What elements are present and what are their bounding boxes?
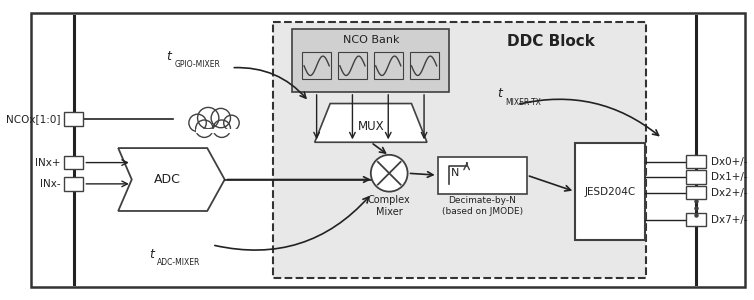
Text: Dx0+/-: Dx0+/-	[710, 157, 747, 166]
Polygon shape	[118, 148, 225, 211]
Text: INx-: INx-	[39, 179, 60, 189]
Text: NCO Bank: NCO Bank	[342, 35, 399, 45]
Circle shape	[188, 114, 207, 132]
Bar	[302, 52, 331, 79]
Circle shape	[198, 107, 219, 129]
Bar	[575, 143, 645, 240]
Circle shape	[371, 155, 408, 192]
Text: Dx1+/-: Dx1+/-	[710, 172, 747, 182]
Bar	[374, 52, 403, 79]
Circle shape	[195, 120, 213, 137]
Circle shape	[211, 108, 231, 128]
Bar	[293, 29, 449, 92]
Bar	[64, 112, 84, 126]
Bar	[437, 157, 526, 194]
Text: N: N	[451, 168, 459, 178]
Bar	[273, 22, 645, 278]
Text: Complex
Mixer: Complex Mixer	[368, 196, 411, 217]
Bar	[686, 170, 706, 184]
Text: MIXER-TX: MIXER-TX	[505, 98, 541, 107]
Text: GPIO-MIXER: GPIO-MIXER	[174, 60, 220, 69]
Circle shape	[213, 120, 231, 137]
Text: MUX: MUX	[357, 120, 384, 133]
Bar	[64, 177, 84, 191]
Bar	[686, 155, 706, 168]
Bar	[409, 52, 439, 79]
Bar	[686, 186, 706, 200]
Text: t: t	[167, 50, 171, 63]
Polygon shape	[314, 103, 427, 142]
Text: t: t	[498, 87, 502, 101]
Text: ADC: ADC	[154, 173, 181, 186]
Text: ADC-MIXER: ADC-MIXER	[157, 258, 201, 267]
Text: INx+: INx+	[35, 158, 60, 168]
Text: Dx2+/-: Dx2+/-	[710, 188, 747, 198]
Text: DDC Block: DDC Block	[507, 34, 595, 49]
Bar	[338, 52, 367, 79]
Text: Decimate-by-N
(based on JMODE): Decimate-by-N (based on JMODE)	[442, 196, 523, 216]
Text: Dx7+/-: Dx7+/-	[710, 215, 747, 225]
Text: NCOx[1:0]: NCOx[1:0]	[5, 114, 60, 124]
Bar	[686, 213, 706, 226]
Text: JESD204C: JESD204C	[584, 187, 636, 196]
Bar	[64, 156, 84, 170]
Circle shape	[224, 115, 239, 130]
Text: t: t	[149, 248, 154, 261]
